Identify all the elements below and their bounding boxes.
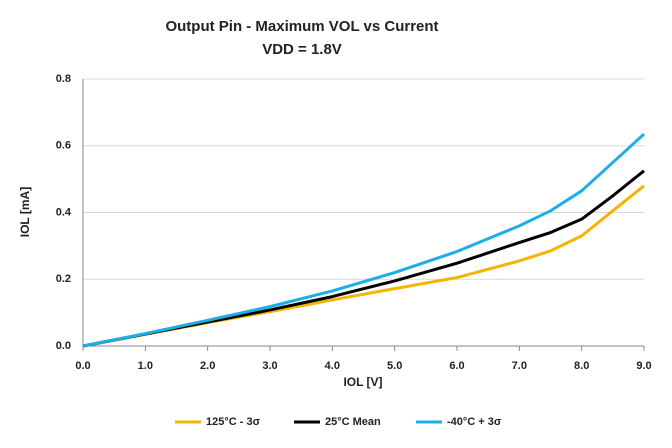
x-tick-label: 5.0	[387, 360, 402, 372]
x-tick-label: 4.0	[325, 360, 340, 372]
y-tick-label: 0.8	[56, 73, 71, 85]
x-tick-label: 1.0	[138, 360, 153, 372]
legend-label: 25°C Mean	[325, 416, 381, 428]
y-tick-label: 0.0	[56, 340, 71, 352]
x-tick-label: 9.0	[636, 360, 651, 372]
y-axis-title: IOL [mA]	[18, 187, 32, 237]
x-tick-label: 6.0	[449, 360, 464, 372]
x-tick-label: 2.0	[200, 360, 215, 372]
chart-subtitle: VDD = 1.8V	[262, 41, 342, 58]
legend-label: 125°C - 3σ	[206, 416, 261, 428]
legend-label: -40°C + 3σ	[447, 416, 502, 428]
series-line	[82, 169, 645, 348]
x-tick-label: 3.0	[262, 360, 277, 372]
x-tick-label: 0.0	[75, 360, 90, 372]
y-tick-label: 0.6	[56, 140, 71, 152]
chart-title: Output Pin - Maximum VOL vs Current	[165, 18, 438, 35]
x-tick-label: 8.0	[574, 360, 589, 372]
x-tick-label: 7.0	[512, 360, 527, 372]
series-line	[82, 132, 646, 348]
y-tick-label: 0.2	[56, 273, 71, 285]
x-axis-title: IOL [V]	[343, 375, 382, 389]
y-tick-label: 0.4	[56, 206, 72, 218]
series-line	[82, 184, 645, 348]
